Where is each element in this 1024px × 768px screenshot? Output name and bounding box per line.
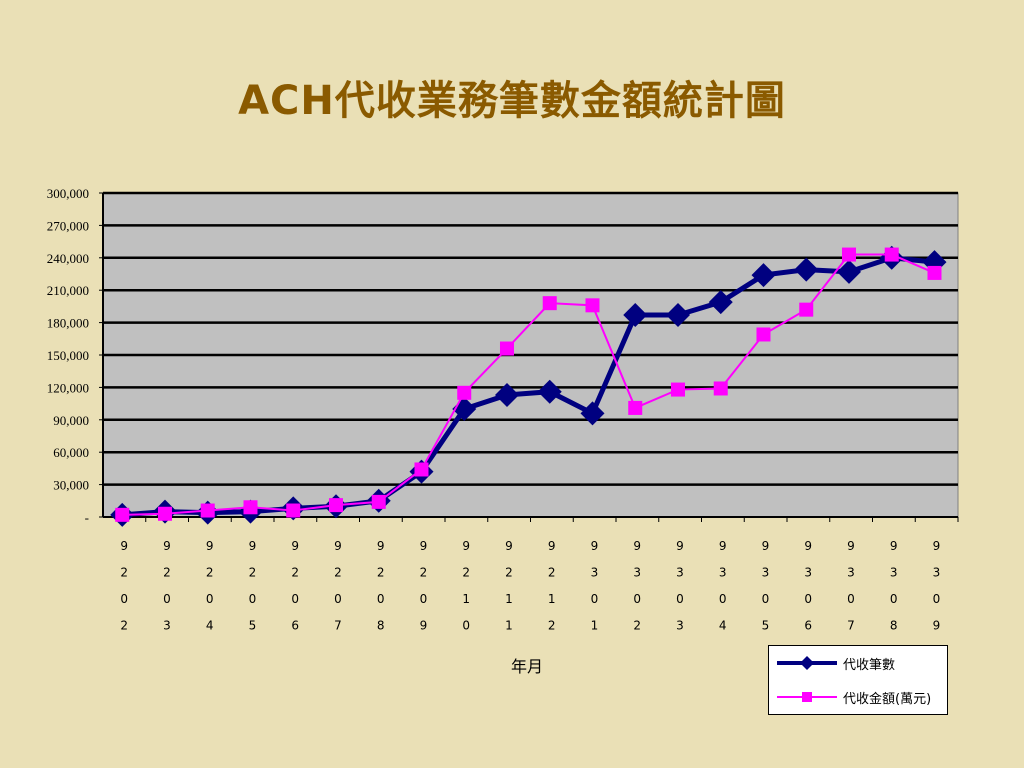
y-tick-label: 270,000 (47, 218, 89, 233)
data-point-square (884, 247, 899, 262)
x-axis-label: 年月 (510, 657, 543, 676)
data-point-square (799, 302, 814, 317)
data-point-square (286, 503, 301, 518)
data-point-square (670, 382, 685, 397)
y-tick-label: 180,000 (47, 316, 89, 331)
y-tick-label: 150,000 (47, 348, 89, 363)
data-point-diamond (665, 303, 690, 328)
data-point-square (542, 296, 557, 311)
data-point-square (841, 247, 856, 262)
data-point-square (414, 462, 429, 477)
data-point-square (371, 494, 386, 509)
data-point-square (457, 385, 472, 400)
data-point-square (628, 400, 643, 415)
y-tick-label: 210,000 (47, 283, 89, 298)
y-tick-label: 60,000 (53, 445, 89, 460)
y-tick-label: 90,000 (53, 413, 89, 428)
data-point-square (200, 503, 215, 518)
data-point-square (157, 506, 172, 521)
data-point-diamond (494, 382, 519, 407)
data-point-diamond (580, 401, 605, 426)
chart-title: ACH代收業務筆數金額統計圖 (238, 78, 786, 124)
data-point-diamond (836, 259, 861, 284)
data-point-square (328, 498, 343, 513)
y-tick-label: 120,000 (47, 380, 89, 395)
data-point-square (713, 381, 728, 396)
y-tick-label: 30,000 (53, 478, 89, 493)
y-tick-label: 300,000 (47, 186, 89, 201)
legend-item-count: 代收筆數 (777, 653, 895, 673)
legend-label: 代收金額(萬元) (843, 691, 932, 707)
legend: 代收筆數 代收金額(萬元) (768, 645, 948, 715)
data-point-square (585, 298, 600, 313)
data-point-diamond (794, 257, 819, 282)
data-point-square (115, 507, 130, 522)
data-point-square (756, 327, 771, 342)
data-point-diamond (623, 303, 648, 328)
y-tick-label: - (85, 510, 89, 525)
legend-label: 代收筆數 (843, 657, 896, 673)
legend-diamond-marker (777, 656, 837, 670)
data-point-square (243, 500, 258, 515)
legend-square-marker (777, 692, 837, 702)
legend-item-amount: 代收金額(萬元) (777, 687, 931, 707)
y-tick-label: 240,000 (47, 251, 89, 266)
series-line-1 (122, 253, 935, 516)
data-point-square (499, 341, 514, 356)
data-point-square (927, 265, 942, 280)
data-point-diamond (537, 379, 562, 404)
data-point-diamond (708, 290, 733, 315)
data-point-diamond (751, 263, 776, 288)
